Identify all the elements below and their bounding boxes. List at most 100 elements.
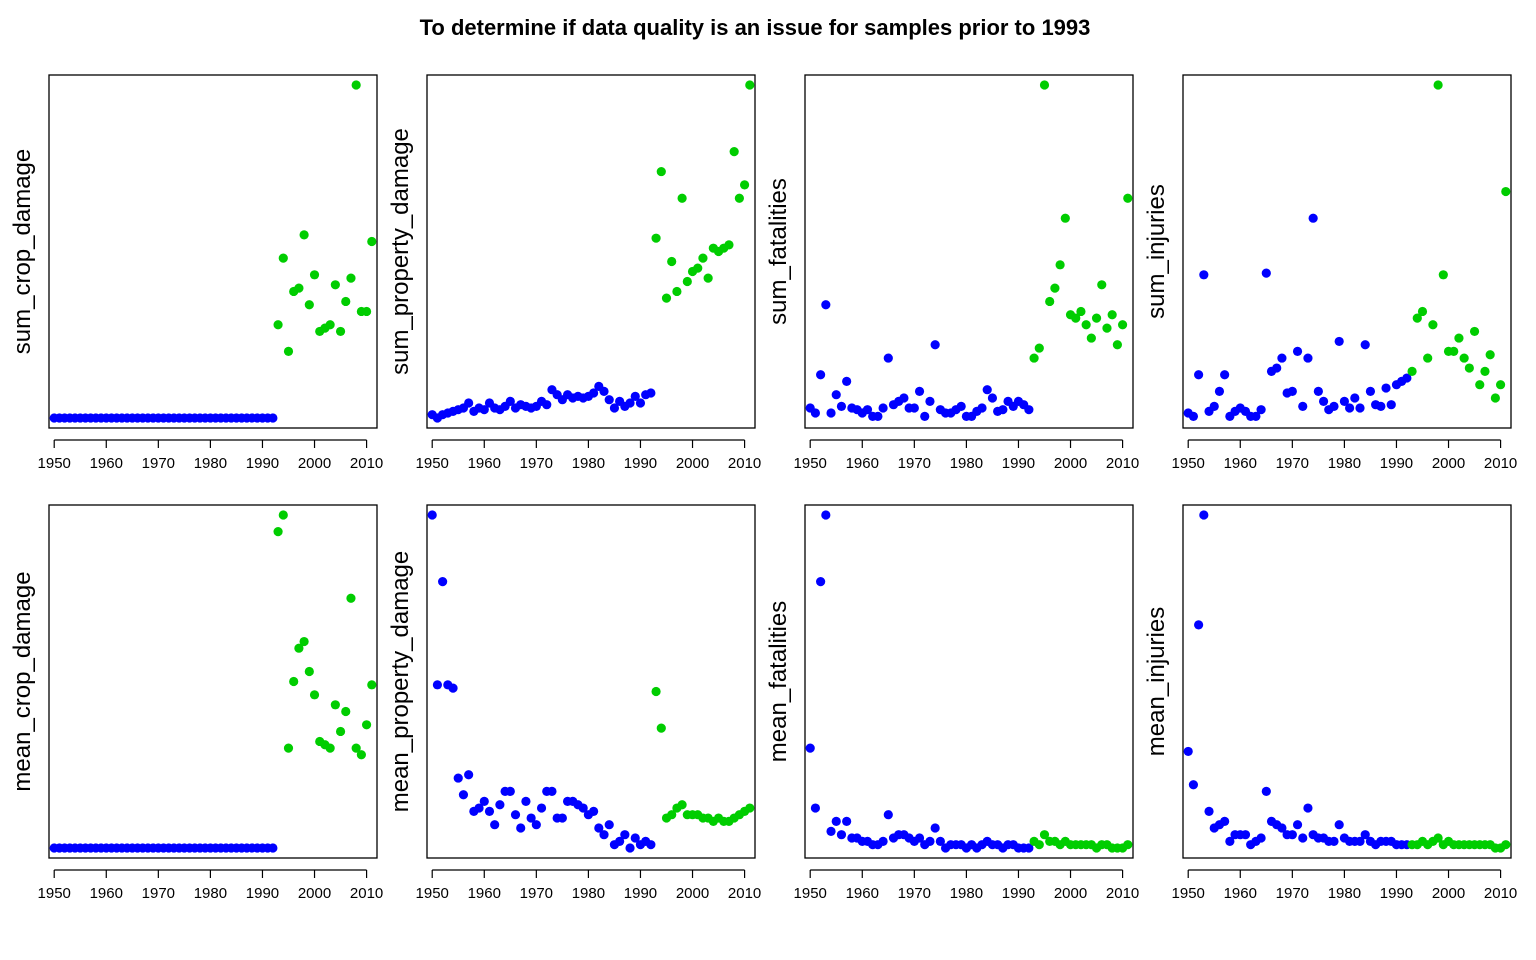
x-tick-label: 1960	[90, 885, 123, 902]
data-point	[474, 803, 484, 813]
x-tick-label: 1970	[1276, 455, 1309, 472]
data-point	[914, 833, 925, 843]
data-point	[909, 403, 919, 413]
x-tick-label: 2010	[1106, 885, 1139, 902]
data-point	[1376, 401, 1386, 411]
data-point	[516, 823, 526, 833]
data-point	[656, 723, 666, 733]
data-point	[821, 510, 831, 520]
data-point	[367, 236, 377, 247]
x-tick-label: 1970	[1276, 885, 1309, 902]
data-point	[557, 813, 567, 823]
x-tick-label: 1990	[1002, 455, 1035, 472]
data-point	[1194, 370, 1204, 380]
data-point	[1261, 268, 1271, 278]
data-point	[1251, 411, 1261, 421]
series-pre-1993	[805, 510, 1034, 853]
data-point	[1345, 403, 1355, 413]
data-point	[304, 300, 314, 310]
x-tick-label: 1970	[898, 885, 931, 902]
data-point	[1050, 283, 1060, 293]
data-point	[987, 393, 998, 403]
data-point	[1256, 833, 1266, 843]
data-point	[615, 836, 625, 846]
x-tick-label: 1980	[950, 455, 983, 472]
data-point	[656, 166, 666, 177]
data-point	[883, 810, 893, 820]
data-point	[1183, 746, 1193, 757]
data-point	[1428, 320, 1438, 330]
x-tick-label: 2000	[1054, 455, 1087, 472]
data-point	[604, 395, 614, 405]
x-tick-label: 1950	[416, 885, 449, 902]
data-point	[495, 800, 505, 810]
series-pre-1993	[1183, 213, 1412, 421]
data-point	[1365, 386, 1376, 396]
data-point	[427, 510, 437, 520]
data-point	[589, 806, 599, 816]
data-point	[1449, 346, 1459, 357]
data-point	[1071, 313, 1081, 323]
data-point	[899, 393, 909, 403]
data-point	[982, 385, 992, 395]
data-point	[831, 816, 841, 826]
data-point	[1355, 836, 1365, 846]
y-axis-label: sum_injuries	[1143, 184, 1170, 319]
data-point	[1024, 843, 1034, 853]
data-point	[1475, 380, 1485, 390]
data-point	[862, 405, 873, 415]
series-post-1993	[1029, 80, 1133, 363]
data-point	[1199, 510, 1209, 520]
x-tick-label: 2000	[298, 455, 331, 472]
data-point	[309, 270, 320, 280]
data-point	[1287, 830, 1297, 840]
plot-frame	[1182, 74, 1512, 429]
data-point	[1433, 833, 1443, 843]
data-point	[361, 306, 372, 317]
x-tick-label: 2000	[1054, 885, 1087, 902]
data-point	[1412, 313, 1422, 323]
data-point	[821, 300, 831, 310]
x-tick-label: 1990	[624, 455, 657, 472]
data-point	[1485, 350, 1495, 360]
plot-frame	[804, 504, 1134, 859]
data-point	[1501, 186, 1511, 197]
x-tick-label: 2000	[676, 885, 709, 902]
scatter-panel-mean_crop_damage: 1950 1960 1970 1980 1990 2000 2010 mean_crop_da…	[9, 504, 383, 902]
x-tick-label: 1970	[898, 455, 931, 472]
data-point	[1045, 296, 1055, 307]
data-point	[661, 293, 672, 303]
series-pre-1993	[427, 510, 656, 853]
x-tick-label: 1960	[90, 455, 123, 472]
y-axis-label: mean_crop_damage	[9, 571, 36, 791]
data-point	[1024, 405, 1034, 415]
x-tick-label: 1990	[1380, 455, 1413, 472]
data-point	[1334, 820, 1344, 830]
data-point	[1438, 270, 1448, 280]
x-tick-label: 1960	[1224, 885, 1257, 902]
data-point	[878, 403, 888, 413]
data-point	[1407, 366, 1417, 376]
x-tick-label: 1950	[794, 455, 827, 472]
data-point	[289, 676, 299, 687]
data-point	[1292, 346, 1303, 357]
series-post-1993	[1029, 830, 1133, 853]
x-tick-label: 2010	[728, 885, 761, 902]
data-point	[1199, 270, 1209, 280]
x-tick-label: 1990	[1380, 885, 1413, 902]
x-tick-label: 2010	[350, 455, 383, 472]
data-point	[842, 816, 852, 826]
data-point	[682, 276, 692, 287]
plot-frame	[48, 504, 378, 859]
x-tick-label: 2010	[1484, 455, 1517, 472]
series-post-1993	[1407, 80, 1511, 403]
data-point	[1039, 830, 1050, 840]
data-point	[1261, 786, 1271, 796]
series-post-1993	[651, 80, 755, 303]
data-point	[1220, 370, 1230, 380]
x-tick-label: 1970	[520, 885, 553, 902]
scatter-panel-sum_fatalities: 1950 1960 1970 1980 1990 2000 2010 sum_fataliti…	[765, 74, 1139, 472]
y-axis-label: sum_fatalities	[765, 178, 792, 325]
data-point	[998, 405, 1008, 415]
